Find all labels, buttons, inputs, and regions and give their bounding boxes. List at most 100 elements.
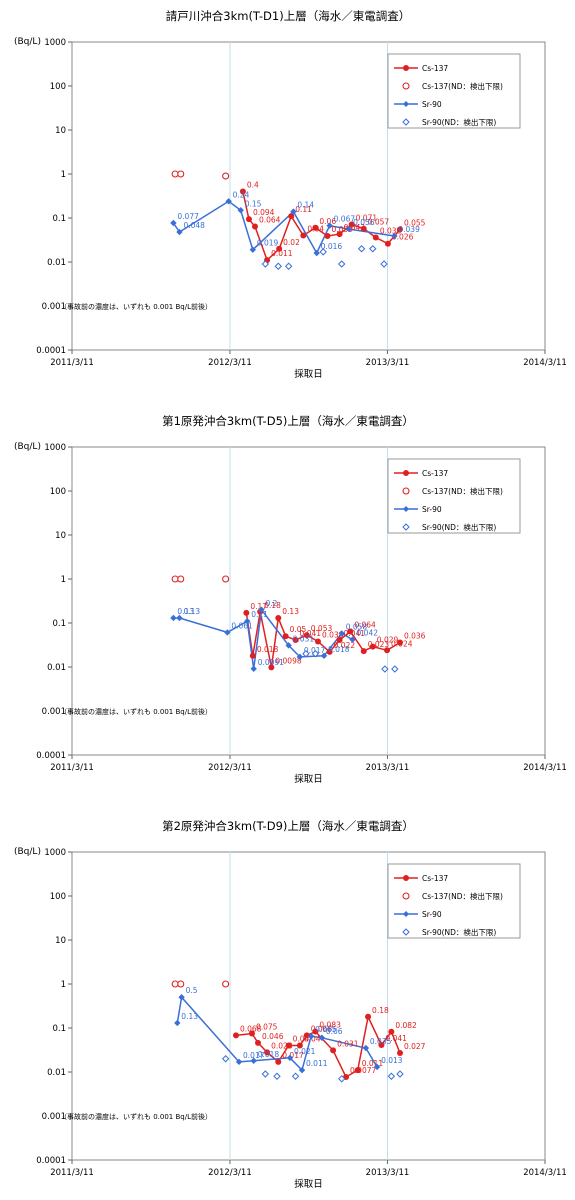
point-cs137 bbox=[275, 614, 282, 621]
point-sr90-nd bbox=[291, 1072, 300, 1080]
point-sr90 bbox=[225, 198, 232, 205]
data-label: 0.039 bbox=[331, 225, 353, 234]
data-label: 0.5 bbox=[186, 986, 198, 995]
legend-box bbox=[387, 458, 521, 534]
data-label: 0.077 bbox=[177, 212, 199, 221]
data-label: 0.14 bbox=[297, 201, 314, 210]
point-sr90 bbox=[237, 207, 244, 214]
legend-label: Sr-90 bbox=[422, 505, 442, 514]
point-cs137 bbox=[365, 1013, 372, 1020]
x-tick-label: 2012/3/11 bbox=[208, 763, 252, 773]
legend-marker bbox=[402, 892, 410, 900]
legend-marker bbox=[402, 523, 410, 531]
x-tick-label: 2012/3/11 bbox=[208, 1168, 252, 1178]
point-sr90 bbox=[318, 1034, 326, 1041]
data-label: 0.041 bbox=[300, 629, 322, 638]
series-line-cs bbox=[245, 611, 401, 668]
point-cs137 bbox=[396, 1050, 403, 1057]
y-axis-label: (Bq/L) bbox=[14, 847, 41, 857]
data-label: 0.018 bbox=[258, 1050, 280, 1059]
legend-marker bbox=[403, 470, 409, 476]
y-tick-label: 10 bbox=[55, 126, 66, 136]
point-sr90 bbox=[249, 246, 257, 253]
legend-label: Cs-137(ND：検出下限) bbox=[422, 891, 503, 901]
data-label: 0.056 bbox=[353, 218, 375, 227]
point-sr90-nd bbox=[261, 1070, 270, 1078]
data-label: 0.031 bbox=[293, 634, 315, 643]
data-label: 0.13 bbox=[181, 1012, 198, 1021]
data-label: 0.031 bbox=[337, 1039, 359, 1048]
legend-label: Cs-137(ND：検出下限) bbox=[422, 486, 503, 496]
legend-marker bbox=[403, 101, 409, 107]
data-label: 0.038 bbox=[322, 630, 344, 639]
point-cs137 bbox=[292, 637, 299, 644]
point-cs137 bbox=[276, 245, 283, 252]
point-sr90 bbox=[290, 208, 297, 215]
chart-t-d1-svg: 請戸川沖合3km(T-D1)上層（海水／東電調査） (Bq/L) 0.0001 0.0… bbox=[14, 9, 567, 380]
point-cs137 bbox=[312, 224, 319, 231]
point-cs137-nd bbox=[177, 575, 185, 583]
data-label: 0.041 bbox=[344, 629, 366, 638]
data-label: 0.17 bbox=[250, 602, 267, 611]
legend-marker bbox=[403, 506, 409, 512]
data-label: 0.017 bbox=[243, 1051, 265, 1060]
legend-marker bbox=[403, 875, 409, 881]
legend-marker bbox=[403, 911, 409, 917]
chart-note: （事故前の濃度は、いずれも 0.001 Bq/L前後） bbox=[60, 302, 212, 311]
data-label: 0.057 bbox=[368, 218, 390, 227]
point-cs137 bbox=[248, 1030, 255, 1037]
x-tick-label: 2011/3/11 bbox=[50, 358, 94, 368]
data-label: 0.013 bbox=[381, 1056, 403, 1065]
x-tick-label: 2013/3/11 bbox=[366, 763, 410, 773]
data-label: 0.042 bbox=[357, 629, 379, 638]
point-cs137 bbox=[369, 643, 376, 650]
y-tick-label: 0.01 bbox=[47, 258, 66, 268]
legend-marker bbox=[403, 65, 409, 71]
legend-marker bbox=[402, 82, 410, 90]
y-tick-label: 0.01 bbox=[47, 663, 66, 673]
point-sr90-nd bbox=[302, 650, 310, 658]
point-sr90-nd bbox=[338, 260, 346, 268]
series-line-sr bbox=[176, 995, 378, 1072]
y-tick-label: 1000 bbox=[44, 848, 66, 858]
x-tick-label: 2013/3/11 bbox=[366, 358, 410, 368]
legend-label: Cs-137 bbox=[422, 64, 448, 73]
legend-label: Sr-90(ND：検出下限) bbox=[422, 522, 496, 532]
point-sr90-nd bbox=[274, 262, 282, 270]
y-tick-label: 10 bbox=[55, 936, 66, 946]
chart-title: 第2原発沖合3km(T-D9)上層（海水／東電調査） bbox=[162, 819, 414, 833]
point-sr90 bbox=[326, 222, 333, 229]
point-sr90-nd bbox=[284, 262, 293, 270]
data-label: 0.075 bbox=[256, 1022, 278, 1031]
point-sr90 bbox=[298, 1066, 306, 1074]
legend-marker bbox=[402, 118, 410, 126]
point-cs137 bbox=[232, 1032, 239, 1039]
point-cs137 bbox=[388, 1028, 395, 1035]
point-sr90 bbox=[349, 636, 356, 643]
x-tick-label: 2014/3/11 bbox=[523, 763, 567, 773]
point-cs137 bbox=[268, 664, 275, 671]
point-cs137 bbox=[378, 1042, 385, 1049]
data-label: 0.04 bbox=[293, 1035, 310, 1044]
point-cs137 bbox=[326, 648, 333, 655]
data-label: 0.02 bbox=[283, 238, 300, 247]
x-tick-label: 2013/3/11 bbox=[366, 1168, 410, 1178]
data-label: 0.017 bbox=[282, 1051, 304, 1060]
y-tick-label: 0.0001 bbox=[36, 751, 66, 761]
data-label: 0.18 bbox=[372, 1006, 389, 1015]
data-label: 0.028 bbox=[271, 1041, 293, 1050]
point-cs137 bbox=[360, 225, 367, 232]
data-label: 0.18 bbox=[264, 601, 281, 610]
y-tick-label: 0.0001 bbox=[36, 1156, 66, 1166]
point-sr90 bbox=[320, 652, 328, 659]
legend-label: Sr-90 bbox=[422, 910, 442, 919]
point-sr90-nd bbox=[369, 245, 377, 253]
data-label: 0.064 bbox=[354, 621, 376, 630]
point-cs137 bbox=[275, 1058, 282, 1065]
point-sr90-nd bbox=[311, 650, 320, 658]
data-label: 0.019 bbox=[257, 239, 279, 248]
data-label: 0.053 bbox=[311, 624, 333, 633]
y-tick-label: 10 bbox=[55, 531, 66, 541]
data-label: 0.068 bbox=[240, 1024, 262, 1033]
